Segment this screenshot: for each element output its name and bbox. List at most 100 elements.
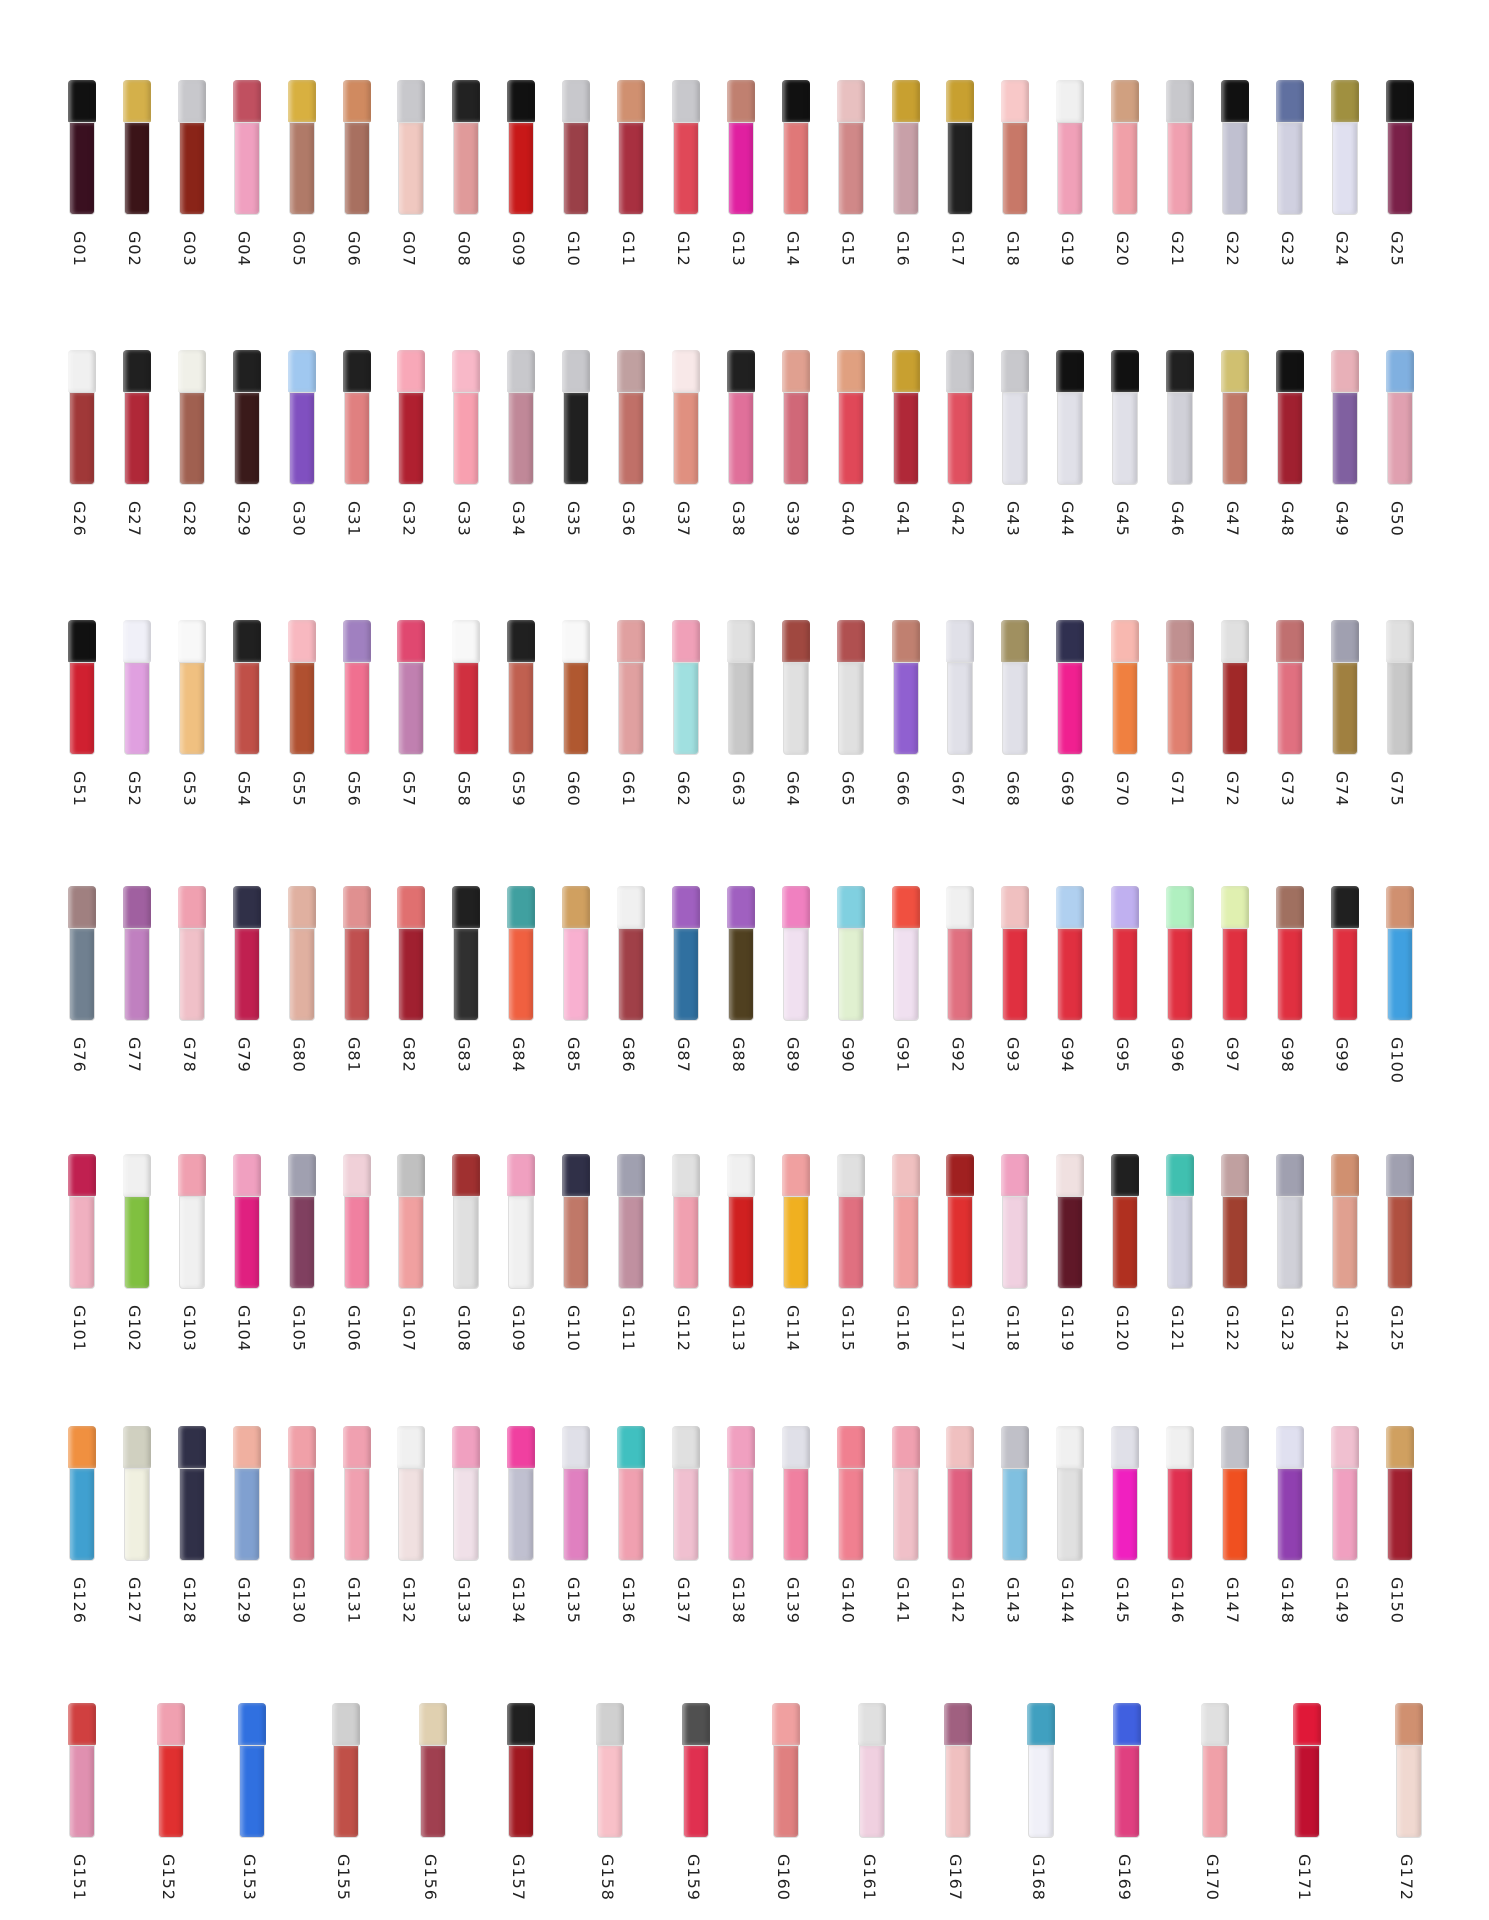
product-item[interactable]: G11 [611, 80, 651, 295]
product-item[interactable]: G132 [391, 1426, 431, 1641]
product-item[interactable]: G119 [1050, 1154, 1090, 1369]
product-item[interactable]: G32 [391, 350, 431, 565]
product-item[interactable]: G42 [940, 350, 980, 565]
product-item[interactable]: G52 [117, 620, 157, 835]
product-item[interactable]: G149 [1325, 1426, 1365, 1641]
product-item[interactable]: G131 [337, 1426, 377, 1641]
product-item[interactable]: G158 [590, 1703, 630, 1918]
product-item[interactable]: G34 [501, 350, 541, 565]
product-item[interactable]: G06 [337, 80, 377, 295]
product-item[interactable]: G63 [721, 620, 761, 835]
product-item[interactable]: G145 [1105, 1426, 1145, 1641]
product-item[interactable]: G155 [326, 1703, 366, 1918]
product-item[interactable]: G77 [117, 886, 157, 1101]
product-item[interactable]: G59 [501, 620, 541, 835]
product-item[interactable]: G79 [227, 886, 267, 1101]
product-item[interactable]: G172 [1389, 1703, 1429, 1918]
product-item[interactable]: G47 [1215, 350, 1255, 565]
product-item[interactable]: G114 [776, 1154, 816, 1369]
product-item[interactable]: G30 [282, 350, 322, 565]
product-item[interactable]: G07 [391, 80, 431, 295]
product-item[interactable]: G148 [1270, 1426, 1310, 1641]
product-item[interactable]: G46 [1160, 350, 1200, 565]
product-item[interactable]: G142 [940, 1426, 980, 1641]
product-item[interactable]: G68 [995, 620, 1035, 835]
product-item[interactable]: G124 [1325, 1154, 1365, 1369]
product-item[interactable]: G118 [995, 1154, 1035, 1369]
product-item[interactable]: G135 [556, 1426, 596, 1641]
product-item[interactable]: G27 [117, 350, 157, 565]
product-item[interactable]: G75 [1380, 620, 1420, 835]
product-item[interactable]: G168 [1021, 1703, 1061, 1918]
product-item[interactable]: G56 [337, 620, 377, 835]
product-item[interactable]: G39 [776, 350, 816, 565]
product-item[interactable]: G76 [62, 886, 102, 1101]
product-item[interactable]: G147 [1215, 1426, 1255, 1641]
product-item[interactable]: G150 [1380, 1426, 1420, 1641]
product-item[interactable]: G16 [886, 80, 926, 295]
product-item[interactable]: G128 [172, 1426, 212, 1641]
product-item[interactable]: G81 [337, 886, 377, 1101]
product-item[interactable]: G71 [1160, 620, 1200, 835]
product-item[interactable]: G55 [282, 620, 322, 835]
product-item[interactable]: G102 [117, 1154, 157, 1369]
product-item[interactable]: G84 [501, 886, 541, 1101]
product-item[interactable]: G110 [556, 1154, 596, 1369]
product-item[interactable]: G44 [1050, 350, 1090, 565]
product-item[interactable]: G100 [1380, 886, 1420, 1101]
product-item[interactable]: G98 [1270, 886, 1310, 1101]
product-item[interactable]: G146 [1160, 1426, 1200, 1641]
product-item[interactable]: G120 [1105, 1154, 1145, 1369]
product-item[interactable]: G83 [446, 886, 486, 1101]
product-item[interactable]: G108 [446, 1154, 486, 1369]
product-item[interactable]: G48 [1270, 350, 1310, 565]
product-item[interactable]: G89 [776, 886, 816, 1101]
product-item[interactable]: G69 [1050, 620, 1090, 835]
product-item[interactable]: G151 [62, 1703, 102, 1918]
product-item[interactable]: G161 [852, 1703, 892, 1918]
product-item[interactable]: G36 [611, 350, 651, 565]
product-item[interactable]: G62 [666, 620, 706, 835]
product-item[interactable]: G160 [766, 1703, 806, 1918]
product-item[interactable]: G80 [282, 886, 322, 1101]
product-item[interactable]: G20 [1105, 80, 1145, 295]
product-item[interactable]: G134 [501, 1426, 541, 1641]
product-item[interactable]: G24 [1325, 80, 1365, 295]
product-item[interactable]: G103 [172, 1154, 212, 1369]
product-item[interactable]: G123 [1270, 1154, 1310, 1369]
product-item[interactable]: G143 [995, 1426, 1035, 1641]
product-item[interactable]: G21 [1160, 80, 1200, 295]
product-item[interactable]: G117 [940, 1154, 980, 1369]
product-item[interactable]: G19 [1050, 80, 1090, 295]
product-item[interactable]: G129 [227, 1426, 267, 1641]
product-item[interactable]: G157 [501, 1703, 541, 1918]
product-item[interactable]: G112 [666, 1154, 706, 1369]
product-item[interactable]: G05 [282, 80, 322, 295]
product-item[interactable]: G67 [940, 620, 980, 835]
product-item[interactable]: G87 [666, 886, 706, 1101]
product-item[interactable]: G126 [62, 1426, 102, 1641]
product-item[interactable]: G74 [1325, 620, 1365, 835]
product-item[interactable]: G88 [721, 886, 761, 1101]
product-item[interactable]: G33 [446, 350, 486, 565]
product-item[interactable]: G53 [172, 620, 212, 835]
product-item[interactable]: G115 [831, 1154, 871, 1369]
product-item[interactable]: G156 [413, 1703, 453, 1918]
product-item[interactable]: G57 [391, 620, 431, 835]
product-item[interactable]: G104 [227, 1154, 267, 1369]
product-item[interactable]: G58 [446, 620, 486, 835]
product-item[interactable]: G170 [1195, 1703, 1235, 1918]
product-item[interactable]: G167 [938, 1703, 978, 1918]
product-item[interactable]: G23 [1270, 80, 1310, 295]
product-item[interactable]: G85 [556, 886, 596, 1101]
product-item[interactable]: G96 [1160, 886, 1200, 1101]
product-item[interactable]: G144 [1050, 1426, 1090, 1641]
product-item[interactable]: G70 [1105, 620, 1145, 835]
product-item[interactable]: G03 [172, 80, 212, 295]
product-item[interactable]: G26 [62, 350, 102, 565]
product-item[interactable]: G153 [232, 1703, 272, 1918]
product-item[interactable]: G136 [611, 1426, 651, 1641]
product-item[interactable]: G72 [1215, 620, 1255, 835]
product-item[interactable]: G78 [172, 886, 212, 1101]
product-item[interactable]: G105 [282, 1154, 322, 1369]
